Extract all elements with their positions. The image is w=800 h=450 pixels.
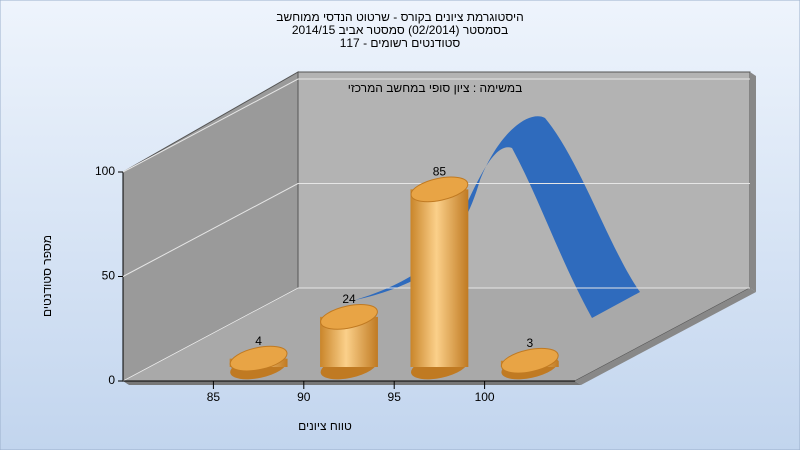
x-tick-label: 90 bbox=[297, 390, 311, 404]
bar-top bbox=[320, 304, 378, 330]
y-axis-label: מספר סטודנטים bbox=[40, 235, 54, 317]
grid-line bbox=[122, 183, 750, 277]
x-tick-label: 85 bbox=[207, 390, 221, 404]
chart-title: היסטוגרמת ציונים בקורס - שרטוט הנדסי ממו… bbox=[276, 10, 523, 24]
bar bbox=[320, 304, 378, 380]
data-label: 3 bbox=[526, 336, 533, 350]
annotation: במשימה : ציון סופי במחשב המרכזי bbox=[348, 81, 523, 95]
bar-top bbox=[410, 176, 469, 203]
grid-line bbox=[122, 78, 750, 173]
bar bbox=[410, 176, 469, 380]
y-tick-label: 0 bbox=[108, 373, 115, 387]
x-tick-label: 95 bbox=[388, 390, 402, 404]
x-axis-label: טווח ציונים bbox=[298, 419, 352, 433]
data-label: 85 bbox=[433, 165, 447, 179]
chart-title: סטודנטים רשומים - 117 bbox=[340, 36, 461, 50]
data-label: 24 bbox=[342, 292, 356, 306]
data-label: 4 bbox=[255, 334, 262, 348]
x-tick-label: 100 bbox=[475, 390, 495, 404]
bar-body bbox=[410, 189, 469, 367]
y-tick-label: 100 bbox=[95, 164, 115, 178]
bar-top bbox=[500, 347, 559, 374]
bar bbox=[229, 345, 288, 380]
chart-title: בסמסטר (02/2014) סמסטר אביב 2014/15 bbox=[292, 23, 508, 37]
bar-top bbox=[229, 345, 288, 372]
bar bbox=[500, 347, 559, 380]
grid-line bbox=[122, 287, 750, 382]
y-tick-label: 50 bbox=[102, 269, 116, 283]
